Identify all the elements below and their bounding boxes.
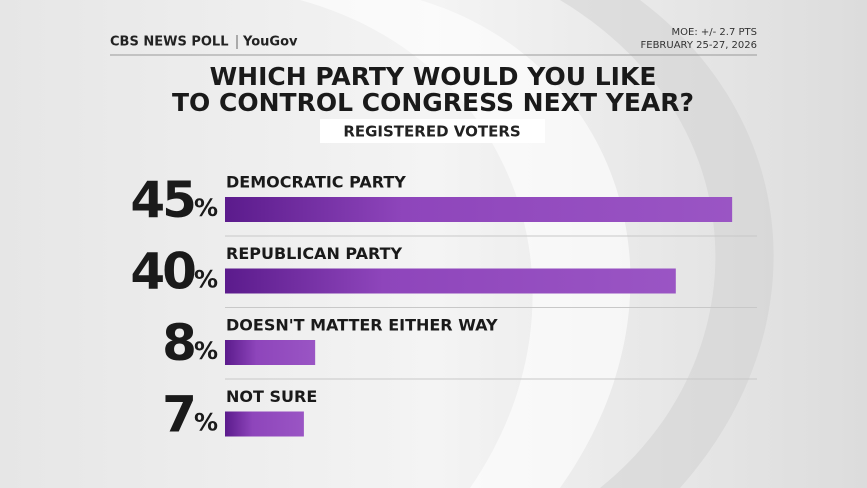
category-label: DEMOCRATIC PARTY xyxy=(226,173,406,192)
value-label: 7% xyxy=(162,385,218,443)
bar xyxy=(225,340,316,365)
chart-title: WHICH PARTY WOULD YOU LIKE xyxy=(210,62,657,91)
bar xyxy=(225,268,676,294)
subtitle-box xyxy=(320,119,545,143)
chart-title: TO CONTROL CONGRESS NEXT YEAR? xyxy=(172,88,694,117)
moe: MOE: +/- 2.7 PTS xyxy=(672,27,757,38)
brand: CBS NEWS POLL xyxy=(110,35,228,50)
subtitle: REGISTERED VOTERS xyxy=(343,123,520,141)
swirl xyxy=(560,0,774,488)
bar xyxy=(225,197,733,222)
swirl xyxy=(300,0,631,488)
value-label: 40% xyxy=(130,242,218,300)
value-label: 45% xyxy=(130,171,218,229)
category-label: NOT SURE xyxy=(226,387,317,406)
bar xyxy=(225,411,304,437)
value-label: 8% xyxy=(162,314,218,372)
category-label: DOESN'T MATTER EITHER WAY xyxy=(226,316,498,335)
date: FEBRUARY 25-27, 2026 xyxy=(641,40,758,51)
category-label: REPUBLICAN PARTY xyxy=(226,244,403,263)
partner: YouGov xyxy=(242,35,298,50)
